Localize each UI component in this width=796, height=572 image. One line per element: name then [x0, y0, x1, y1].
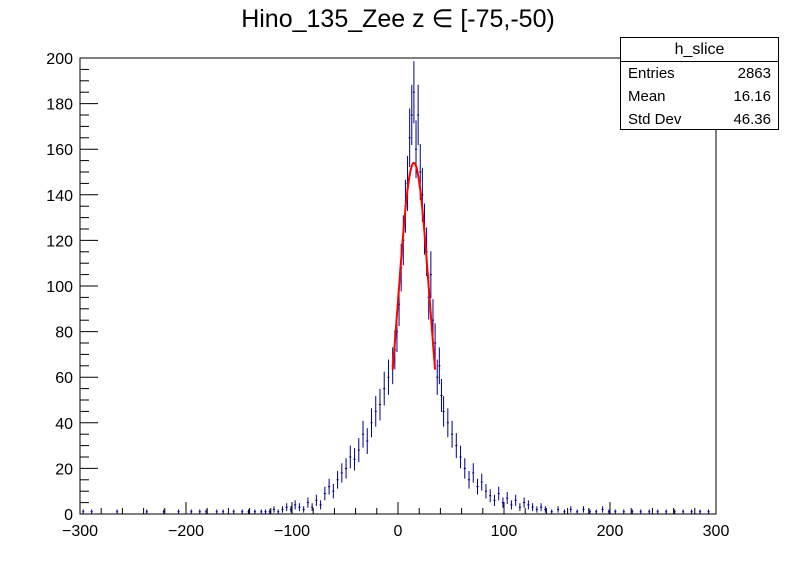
y-tick-label: 100	[46, 279, 73, 296]
x-tick-label: 200	[597, 523, 624, 540]
x-tick-label: −100	[274, 523, 310, 540]
y-tick-label: 140	[46, 188, 73, 205]
stats-title: h_slice	[621, 38, 778, 62]
axis-ticks	[79, 57, 717, 515]
y-tick-label: 120	[46, 233, 73, 250]
stats-row-stddev: Std Dev 46.36	[621, 108, 778, 131]
stats-entries-label: Entries	[628, 65, 675, 82]
y-tick-label: 180	[46, 97, 73, 114]
y-tick-label: 0	[64, 507, 73, 524]
y-tick-label: 40	[55, 416, 73, 433]
y-tick-label: 160	[46, 142, 73, 159]
stats-stddev-value: 46.36	[733, 111, 771, 128]
stats-row-entries: Entries 2863	[621, 62, 778, 85]
y-tick-label: 80	[55, 325, 73, 342]
x-tick-label: −200	[168, 523, 204, 540]
chart-title: Hino_135_Zee z ∈ [-75,-50)	[241, 5, 555, 33]
stats-box: h_slice Entries 2863 Mean 16.16 Std Dev …	[620, 37, 779, 130]
x-tick-label: 100	[491, 523, 518, 540]
stats-entries-value: 2863	[737, 65, 771, 82]
axis-tick-labels: −300 −200 −100 0 100 200 300 0 20 40 60 80 100 120 140…	[46, 51, 729, 540]
histogram-series	[82, 61, 710, 514]
stats-stddev-label: Std Dev	[628, 111, 682, 128]
y-tick-label: 60	[55, 370, 73, 387]
y-tick-label: 200	[46, 51, 73, 68]
fit-curve	[391, 161, 437, 370]
stats-mean-value: 16.16	[733, 88, 771, 105]
stats-row-mean: Mean 16.16	[621, 85, 778, 108]
x-tick-label: −300	[62, 523, 98, 540]
x-tick-label: 0	[394, 523, 403, 540]
stats-mean-label: Mean	[628, 88, 666, 105]
x-tick-label: 300	[703, 523, 730, 540]
y-tick-label: 20	[55, 461, 73, 478]
